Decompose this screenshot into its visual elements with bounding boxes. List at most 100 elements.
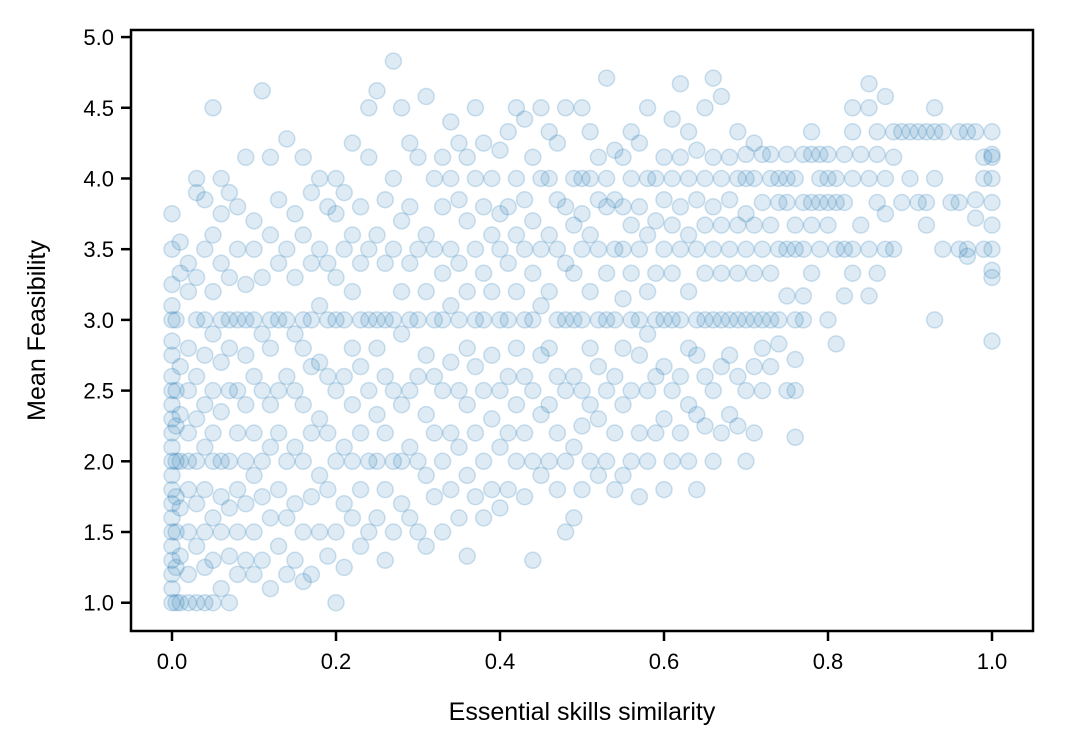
data-point <box>860 240 878 258</box>
data-point <box>286 551 304 570</box>
data-point <box>319 311 337 329</box>
data-point <box>647 311 665 329</box>
data-point <box>507 395 526 414</box>
data-point <box>761 169 780 188</box>
data-point <box>524 452 542 471</box>
data-point <box>212 523 230 541</box>
data-point <box>163 452 181 471</box>
data-point <box>302 311 321 329</box>
data-point <box>589 311 608 329</box>
data-point <box>458 339 476 357</box>
data-point <box>294 452 312 471</box>
data-point <box>253 325 271 343</box>
data-point <box>384 381 403 400</box>
data-point <box>606 367 624 386</box>
data-point <box>515 110 534 128</box>
data-point <box>868 145 886 164</box>
data-point <box>368 311 386 329</box>
data-point <box>450 190 468 209</box>
data-point <box>179 339 198 357</box>
data-point <box>228 311 247 329</box>
data-point <box>294 226 312 244</box>
data-point <box>745 357 763 376</box>
data-point <box>589 357 608 376</box>
data-point <box>573 99 591 117</box>
data-point <box>442 169 460 188</box>
data-point <box>228 480 247 499</box>
data-point <box>606 190 624 209</box>
data-point <box>171 264 189 282</box>
data-point <box>204 325 222 343</box>
data-point <box>319 424 337 442</box>
data-point <box>278 565 296 584</box>
data-point <box>442 424 460 442</box>
data-point <box>540 123 558 141</box>
data-point <box>720 346 739 364</box>
data-point <box>433 381 452 400</box>
data-point <box>630 487 649 506</box>
data-point <box>540 452 558 471</box>
data-point <box>802 264 821 282</box>
data-point <box>638 325 657 343</box>
data-point <box>163 509 181 527</box>
data-point <box>638 226 657 244</box>
data-point <box>499 367 517 386</box>
data-point <box>483 346 501 364</box>
data-point <box>827 240 845 258</box>
data-point <box>204 424 222 442</box>
data-point <box>491 240 509 258</box>
data-point <box>163 205 181 223</box>
data-point <box>212 205 230 223</box>
data-point <box>417 282 435 301</box>
data-point <box>671 198 690 216</box>
data-point <box>909 123 927 141</box>
data-point <box>163 297 181 315</box>
data-point <box>884 148 903 167</box>
data-point <box>163 466 181 485</box>
plot-frame <box>129 28 1035 633</box>
data-point <box>794 145 813 164</box>
data-point <box>491 205 509 223</box>
data-point <box>843 264 862 282</box>
data-point <box>786 350 804 369</box>
data-point <box>179 381 198 400</box>
data-point <box>507 452 526 471</box>
data-point <box>466 357 485 376</box>
data-point <box>483 480 501 499</box>
data-point <box>204 99 222 117</box>
data-point <box>425 169 444 188</box>
data-point <box>163 395 181 414</box>
data-point <box>802 123 821 141</box>
data-point <box>794 193 813 212</box>
data-point <box>269 381 288 400</box>
data-point <box>417 87 435 106</box>
x-tick-label: 0.8 <box>813 649 844 674</box>
data-point <box>868 123 886 141</box>
data-point <box>712 311 731 329</box>
data-point <box>696 264 714 282</box>
data-point <box>163 438 181 456</box>
data-point <box>589 410 608 428</box>
data-point <box>384 52 403 70</box>
data-point <box>425 240 444 258</box>
data-point <box>679 452 698 471</box>
data-point <box>204 226 222 244</box>
data-point <box>163 537 181 555</box>
data-point <box>515 367 534 386</box>
data-point <box>450 509 468 527</box>
data-point <box>278 509 296 527</box>
x-tick-label: 0.4 <box>485 649 516 674</box>
y-tick-label: 2.5 <box>83 379 114 404</box>
data-point <box>261 148 280 167</box>
data-point <box>450 311 468 329</box>
data-point <box>220 593 239 612</box>
data-point <box>466 311 485 329</box>
data-point <box>343 339 362 357</box>
data-point <box>614 240 632 258</box>
data-point <box>163 579 181 598</box>
data-point <box>392 325 411 343</box>
data-point <box>351 311 370 329</box>
data-point <box>606 311 624 329</box>
y-tick-label: 4.5 <box>83 96 114 121</box>
data-point <box>843 240 862 258</box>
